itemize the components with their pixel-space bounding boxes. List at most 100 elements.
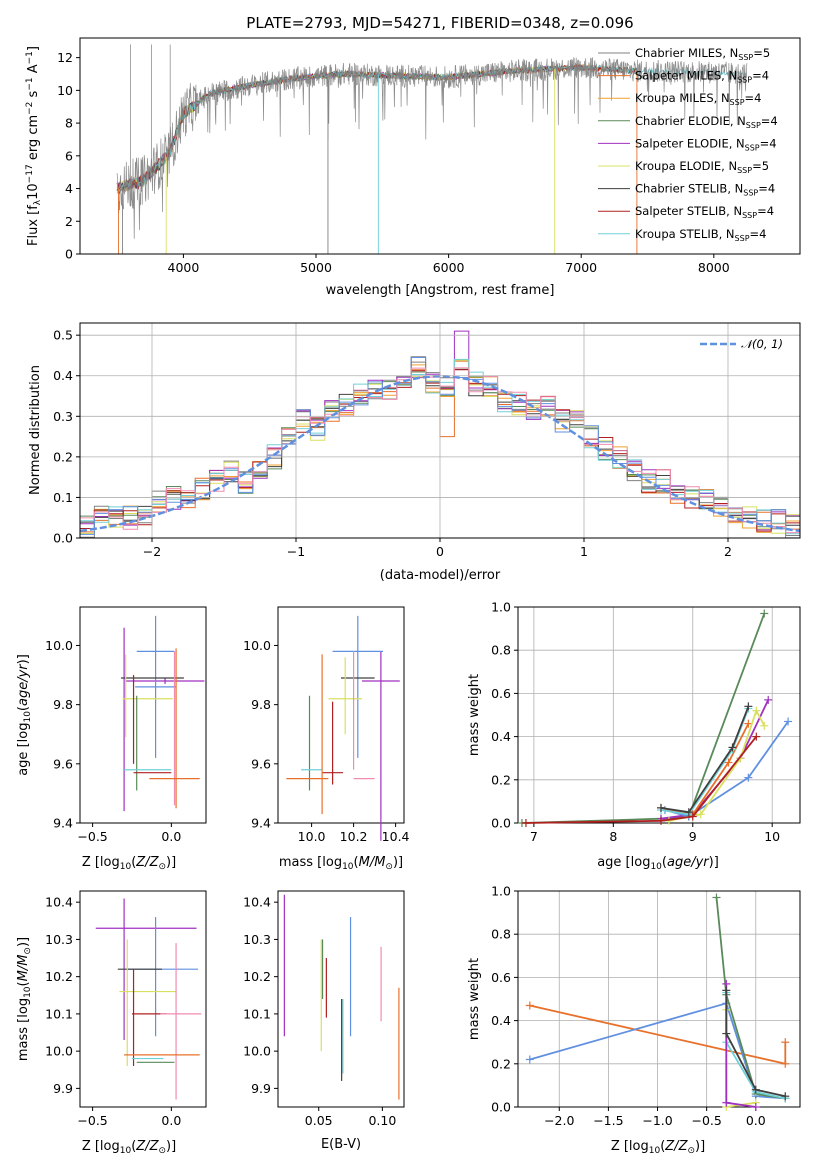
y-tick-label: 2 xyxy=(65,214,73,229)
x-tick-label: −0.5 xyxy=(77,829,107,844)
error-bars xyxy=(120,615,205,812)
legend-count: =4 xyxy=(752,69,769,83)
y-tick-label: 10.2 xyxy=(243,969,271,984)
x-tick-label: 4000 xyxy=(168,260,200,275)
legend-count: =4 xyxy=(750,227,767,241)
residual-axes: −2 −1 0 1 2 0.0 0.1 0.2 0.3 0.4 0.5 xyxy=(53,322,801,559)
y-tick-label: 10.4 xyxy=(45,895,73,910)
x-tick-label: 6000 xyxy=(433,260,465,275)
legend-label-kroupa_stelib: Kroupa STELIB, NSSP=4 xyxy=(635,227,766,243)
y-tick-label: 9.6 xyxy=(53,756,73,771)
legend-label-chabrier_miles: Chabrier MILES, NSSP=5 xyxy=(635,46,770,62)
y-tick-label: 9.9 xyxy=(251,1081,271,1096)
x-tick-label: −2.0 xyxy=(544,1113,574,1128)
y-tick-label: 0.2 xyxy=(53,449,73,464)
legend-sub: SSP xyxy=(745,143,760,152)
spectrum-plot-area xyxy=(116,44,748,254)
legend-count: =5 xyxy=(752,159,769,173)
series-salpeter_elodie xyxy=(660,699,770,820)
series-kroupa_elodie xyxy=(668,708,766,822)
mass-z-xlabel: Z [log10(Z/Z⊙)] xyxy=(82,1139,176,1156)
x-tick-label: 1 xyxy=(580,544,588,559)
y-tick-label: 10 xyxy=(57,83,73,98)
legend-label-salpeter_miles: Salpeter MILES, NSSP=4 xyxy=(635,69,769,85)
spectrum-xlabel: wavelength [Angstrom, rest frame] xyxy=(326,283,555,298)
spectrum-lines xyxy=(116,44,748,254)
y-tick-label: 0.4 xyxy=(53,368,73,383)
error-bars xyxy=(286,615,400,841)
x-tick-label: 0.0 xyxy=(161,1113,181,1128)
legend-label-salpeter_stelib: Salpeter STELIB, NSSP=4 xyxy=(635,204,774,220)
legend-label-chabrier_stelib: Chabrier STELIB, NSSP=4 xyxy=(635,182,775,198)
axes-frame xyxy=(277,890,405,1108)
y-tick-label: 9.8 xyxy=(251,697,271,712)
x-tick-label: 9 xyxy=(689,829,697,844)
x-tick-label: 10.4 xyxy=(382,829,410,844)
x-tick-label: 7 xyxy=(530,829,538,844)
mw-z-ylabel: mass weight xyxy=(467,958,482,1040)
mass-ebv-xlabel: E(B-V) xyxy=(321,1137,361,1152)
spectrum-title: PLATE=2793, MJD=54271, FIBERID=0348, z=0… xyxy=(246,14,633,32)
x-tick-label: 10 xyxy=(764,829,780,844)
y-tick-label: 8 xyxy=(65,116,73,131)
axes: 0.05 0.10 9.9 10.0 10.1 10.2 10.3 10.4 xyxy=(243,890,405,1128)
axes: −0.5 0.0 9.9 10.0 10.1 10.2 10.3 10.4 xyxy=(45,890,207,1128)
error-bars xyxy=(283,894,400,1100)
axes: 10.0 10.2 10.4 9.4 9.6 9.8 10.0 xyxy=(243,606,410,844)
y-tick-label: 0.2 xyxy=(491,772,511,787)
series-kroupa_elodie xyxy=(725,1009,756,1109)
y-tick-label: 0.8 xyxy=(491,927,511,942)
spectrum-series-chabrier_elodie xyxy=(116,66,555,191)
y-tick-label: 10.0 xyxy=(243,638,271,653)
spectrum-series-kroupa_elodie xyxy=(116,65,555,192)
y-tick-label: 0.1 xyxy=(53,490,73,505)
series-salpeter_stelib xyxy=(525,736,758,824)
age-z-xlabel: Z [log10(Z/Z⊙)] xyxy=(82,855,176,872)
legend-sub: SSP xyxy=(737,166,752,175)
residual-xlabel: (data-model)/error xyxy=(380,568,501,583)
y-tick-label: 0.6 xyxy=(491,970,511,985)
mass-vs-ebv-panel: 0.05 0.10 9.9 10.0 10.1 10.2 10.3 10.4 xyxy=(243,890,405,1128)
legend-sub: SSP xyxy=(743,189,758,198)
legend-label-chabrier_elodie: Chabrier ELODIE, NSSP=4 xyxy=(635,114,778,130)
x-tick-label: 10.2 xyxy=(340,829,368,844)
spectrum-panel: PLATE=2793, MJD=54271, FIBERID=0348, z=0… xyxy=(25,14,801,298)
y-tick-label: 0.8 xyxy=(491,643,511,658)
series-chabrier_stelib xyxy=(660,706,750,814)
y-tick-label: 12 xyxy=(57,50,73,65)
spectrum-axes: 4000 5000 6000 7000 8000 0 2 4 6 8 10 12 xyxy=(57,37,801,275)
age-z-ylabel: age [log10(age/yr)] xyxy=(16,654,33,776)
axes: −2.0 −1.5 −1.0 −0.5 0.0 0.0 0.2 0.4 0.6 0.8 1.0 xyxy=(491,884,801,1128)
x-tick-label: −0.5 xyxy=(77,1113,107,1128)
legend-label-kroupa_miles: Kroupa MILES, NSSP=4 xyxy=(635,91,761,107)
legend-sub: SSP xyxy=(746,121,761,130)
x-tick-label: −1 xyxy=(287,544,305,559)
y-tick-label: 0.4 xyxy=(491,729,511,744)
mw-z-xlabel: Z [log10(Z/Z⊙)] xyxy=(611,1139,705,1156)
series xyxy=(525,893,790,1111)
y-tick-label: 9.8 xyxy=(53,697,73,712)
mass-weight-vs-age-panel: 7 8 9 10 0.0 0.2 0.4 0.6 0.8 1.0 xyxy=(491,600,801,844)
y-tick-label: 9.6 xyxy=(251,756,271,771)
spectrum-legend: Chabrier MILES, NSSP=5 Salpeter MILES, NS… xyxy=(598,46,778,243)
axes-frame xyxy=(79,890,207,1108)
axes-frame xyxy=(79,606,207,824)
x-tick-label: 10.0 xyxy=(298,829,326,844)
x-tick-label: 0.05 xyxy=(305,1113,333,1128)
x-tick-label: 8 xyxy=(609,829,617,844)
x-tick-label: 2 xyxy=(724,544,732,559)
x-tick-label: 0.10 xyxy=(368,1113,396,1128)
residual-legend: 𝒩(0, 1) xyxy=(700,337,783,351)
axes-frame xyxy=(517,890,801,1108)
legend-count: =4 xyxy=(745,91,762,105)
x-tick-label: −2 xyxy=(143,544,161,559)
axes: −0.5 0.0 9.4 9.6 9.8 10.0 xyxy=(45,606,207,844)
y-tick-label: 0.0 xyxy=(491,1100,511,1115)
y-tick-label: 0.3 xyxy=(53,409,73,424)
y-tick-label: 9.9 xyxy=(53,1081,73,1096)
x-tick-label: 5000 xyxy=(300,260,332,275)
mass-vs-metallicity-panel: −0.5 0.0 9.9 10.0 10.1 10.2 10.3 10.4 xyxy=(45,890,207,1128)
residual-ylabel: Normed distribution xyxy=(28,365,43,495)
y-tick-label: 9.4 xyxy=(251,816,271,831)
